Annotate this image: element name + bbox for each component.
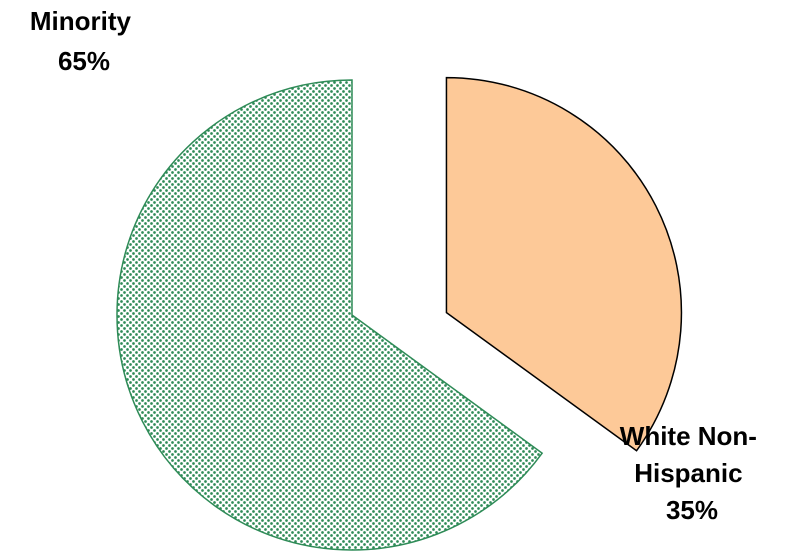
white-non-hispanic-label-line-1: White Non- bbox=[620, 421, 757, 451]
minority-label: Minority 65% bbox=[30, 6, 138, 76]
minority-label-line-1: Minority bbox=[30, 6, 132, 36]
minority-percent: 65% bbox=[58, 46, 110, 76]
white-non-hispanic-label-line-2: Hispanic bbox=[634, 458, 742, 488]
white-non-hispanic-label: White Non- Hispanic 35% bbox=[620, 421, 764, 525]
white-non-hispanic-percent: 35% bbox=[666, 495, 718, 525]
pie-slice-minority bbox=[116, 79, 544, 551]
pie-slice-white-non-hispanic bbox=[445, 76, 683, 452]
